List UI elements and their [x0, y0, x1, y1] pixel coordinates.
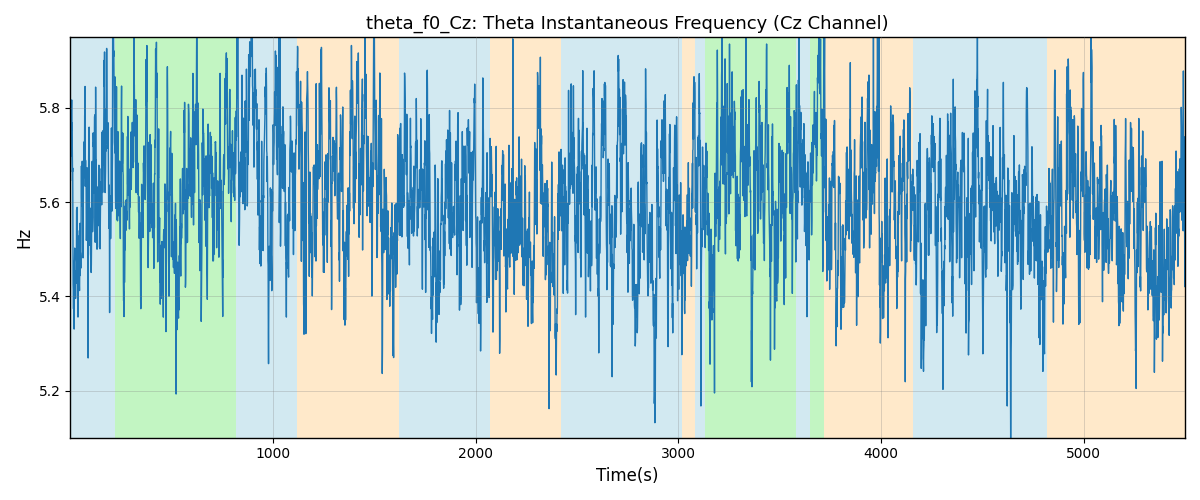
Bar — [913, 38, 1048, 438]
Bar — [1048, 38, 1184, 438]
Bar — [236, 38, 298, 438]
Bar — [810, 38, 824, 438]
Bar — [71, 38, 115, 438]
Bar — [115, 38, 236, 438]
Bar — [398, 38, 490, 438]
Bar — [490, 38, 560, 438]
Title: theta_f0_Cz: Theta Instantaneous Frequency (Cz Channel): theta_f0_Cz: Theta Instantaneous Frequen… — [366, 15, 889, 34]
Bar — [704, 38, 796, 438]
Bar — [560, 38, 683, 438]
Y-axis label: Hz: Hz — [16, 227, 34, 248]
Bar — [824, 38, 913, 438]
Bar — [695, 38, 704, 438]
X-axis label: Time(s): Time(s) — [596, 467, 659, 485]
Bar — [298, 38, 398, 438]
Bar — [683, 38, 695, 438]
Bar — [796, 38, 810, 438]
